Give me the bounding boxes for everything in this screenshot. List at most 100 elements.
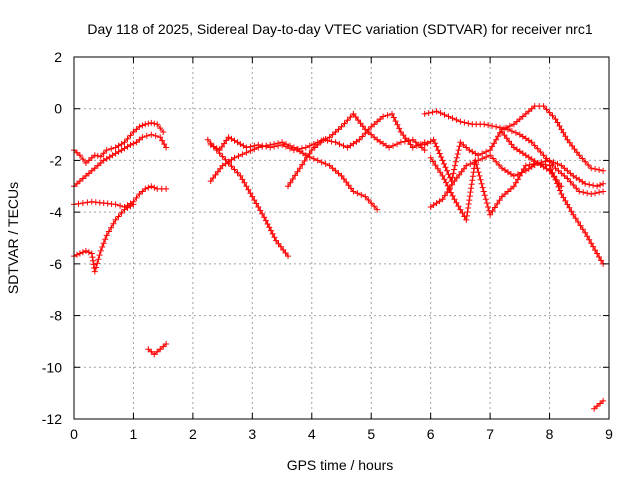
data-point-marker bbox=[546, 167, 553, 174]
data-point-marker bbox=[377, 116, 384, 123]
data-point-marker bbox=[347, 114, 354, 121]
data-point-marker bbox=[499, 193, 505, 200]
data-point-marker bbox=[571, 146, 578, 153]
data-point-marker bbox=[133, 194, 140, 201]
data-point-marker bbox=[444, 182, 451, 189]
data-point-marker bbox=[452, 158, 459, 165]
data-point-marker bbox=[253, 200, 260, 207]
data-point-marker bbox=[569, 142, 576, 149]
y-axis: -12 -10 -8 -6 -4 -2 0 2 bbox=[42, 49, 609, 427]
data-point-marker bbox=[97, 160, 104, 166]
data-point-marker bbox=[600, 180, 607, 187]
data-point-marker bbox=[475, 169, 482, 176]
data-point-marker bbox=[548, 170, 555, 177]
data-point-marker bbox=[130, 140, 137, 147]
data-point-marker bbox=[380, 113, 387, 120]
data-point-marker bbox=[255, 141, 262, 148]
data-point-marker bbox=[520, 166, 527, 172]
data-point-marker bbox=[468, 181, 475, 188]
data-point-marker bbox=[418, 144, 425, 151]
data-point-marker bbox=[452, 162, 458, 169]
data-point-marker bbox=[558, 162, 565, 169]
data-point-marker bbox=[160, 129, 167, 135]
data-point-marker bbox=[483, 154, 490, 160]
data-point-marker bbox=[280, 246, 287, 253]
data-point-marker bbox=[368, 123, 375, 130]
data-point-marker bbox=[255, 204, 262, 210]
y-tick-label: -8 bbox=[50, 308, 63, 324]
data-point-marker bbox=[507, 185, 514, 192]
data-point-marker bbox=[259, 210, 266, 217]
data-point-marker bbox=[151, 184, 158, 191]
data-point-marker bbox=[493, 158, 500, 165]
data-point-marker bbox=[600, 188, 607, 195]
data-point-marker bbox=[82, 160, 89, 166]
data-point-marker bbox=[594, 183, 601, 190]
data-point-marker bbox=[371, 121, 378, 128]
data-point-marker bbox=[247, 190, 254, 197]
data-point-marker bbox=[522, 162, 529, 169]
data-point-marker bbox=[299, 161, 306, 168]
data-point-marker bbox=[157, 346, 164, 353]
data-point-marker bbox=[560, 194, 567, 201]
data-point-marker bbox=[386, 144, 393, 151]
data-point-marker bbox=[228, 163, 235, 170]
data-point-marker bbox=[394, 121, 401, 128]
data-point-marker bbox=[390, 142, 396, 149]
data-point-marker bbox=[485, 204, 491, 210]
data-point-marker bbox=[142, 185, 149, 192]
data-point-marker bbox=[359, 123, 366, 130]
data-point-marker bbox=[273, 237, 280, 244]
data-point-marker bbox=[441, 111, 448, 118]
data-point-marker bbox=[124, 135, 131, 142]
data-point-marker bbox=[161, 141, 168, 148]
data-point-marker bbox=[216, 147, 223, 154]
data-point-marker bbox=[456, 171, 463, 178]
data-point-marker bbox=[74, 149, 80, 156]
data-point-marker bbox=[235, 153, 242, 160]
data-point-marker bbox=[74, 180, 80, 187]
series-line bbox=[287, 113, 425, 187]
data-point-marker bbox=[108, 145, 115, 152]
x-tick-label: 5 bbox=[367, 426, 375, 442]
data-point-marker bbox=[556, 180, 563, 187]
data-point-marker bbox=[493, 136, 500, 143]
data-point-marker bbox=[481, 192, 488, 199]
data-point-marker bbox=[84, 199, 91, 206]
data-point-marker bbox=[460, 141, 467, 148]
data-point-marker bbox=[503, 124, 509, 131]
data-point-marker bbox=[534, 145, 541, 152]
data-point-marker bbox=[443, 179, 449, 186]
data-point-marker bbox=[558, 126, 565, 133]
grid-lines bbox=[74, 57, 609, 419]
data-point-marker bbox=[343, 179, 350, 186]
data-point-marker bbox=[157, 134, 164, 141]
data-point-marker bbox=[434, 165, 441, 172]
data-point-marker bbox=[477, 176, 484, 183]
data-point-marker bbox=[556, 123, 563, 129]
data-point-marker bbox=[575, 219, 582, 225]
data-point-marker bbox=[296, 165, 303, 172]
data-point-marker bbox=[85, 157, 92, 164]
data-point-marker bbox=[479, 150, 486, 157]
data-point-marker bbox=[496, 197, 503, 204]
x-tick-label: 1 bbox=[130, 426, 138, 442]
data-point-marker bbox=[285, 183, 291, 190]
data-point-marker bbox=[463, 162, 470, 169]
data-point-marker bbox=[455, 203, 462, 210]
y-tick-label: -4 bbox=[50, 204, 63, 220]
data-point-marker bbox=[76, 152, 83, 159]
data-point-marker bbox=[516, 172, 523, 179]
data-point-marker bbox=[570, 211, 577, 218]
data-point-marker bbox=[243, 183, 250, 190]
data-point-marker bbox=[245, 186, 252, 193]
data-point-marker bbox=[110, 220, 117, 227]
data-point-marker bbox=[588, 240, 595, 247]
data-point-marker bbox=[90, 261, 97, 268]
data-point-marker bbox=[304, 154, 310, 161]
data-point-marker bbox=[264, 221, 271, 227]
data-point-marker bbox=[207, 178, 214, 185]
y-tick-label: -2 bbox=[50, 152, 63, 168]
data-point-marker bbox=[204, 136, 211, 143]
